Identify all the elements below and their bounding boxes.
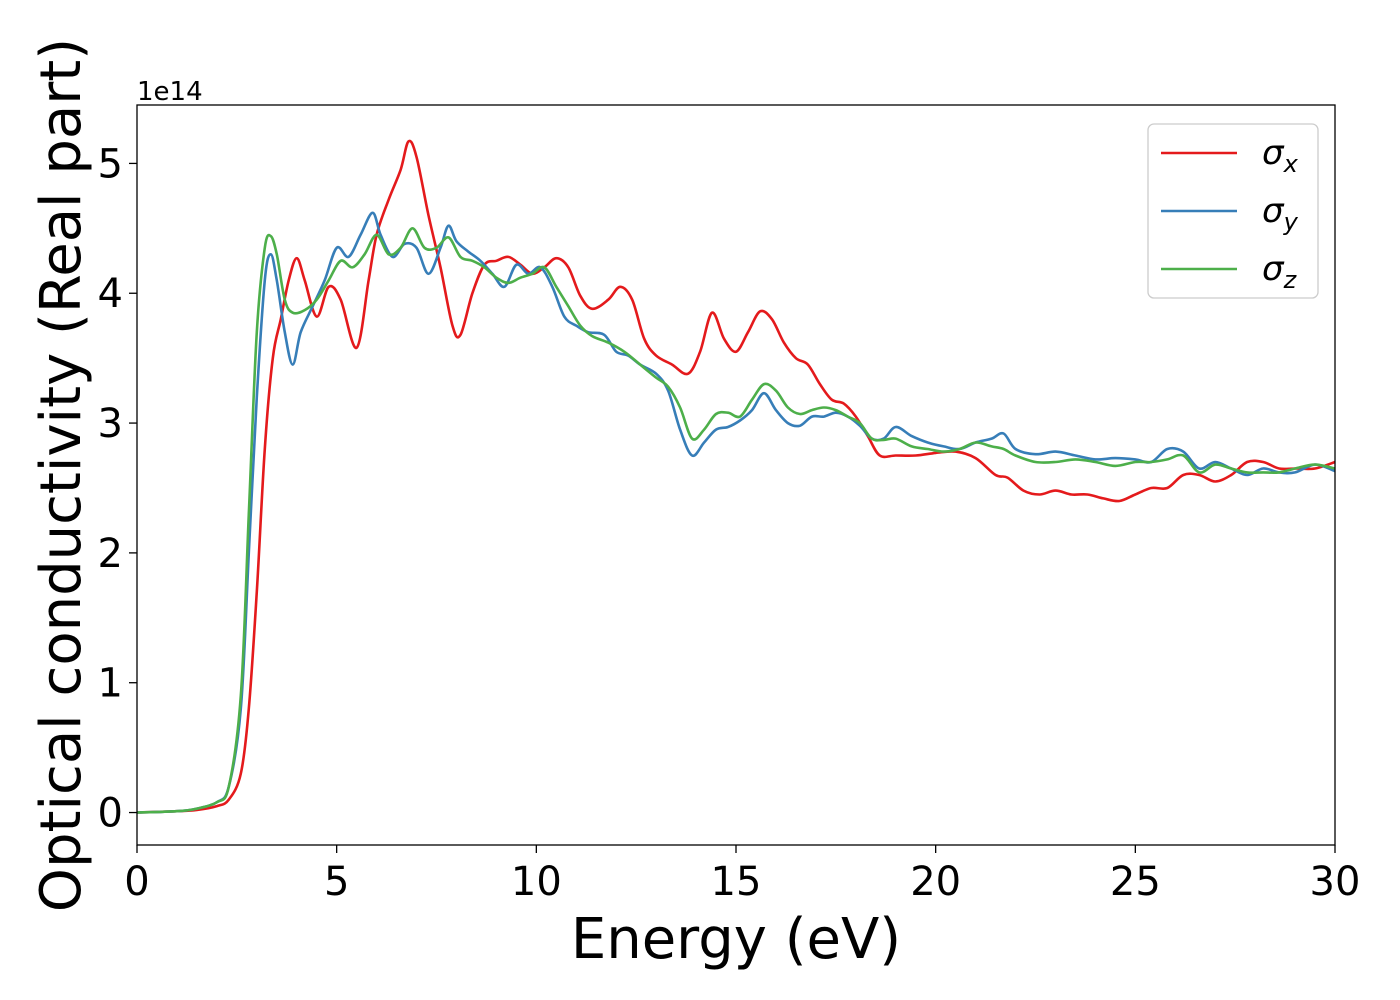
x-tick-label: 10 — [511, 859, 562, 905]
series-line-3 — [136, 227, 1336, 814]
legend-label-2: σy — [1262, 191, 1299, 236]
series-layer — [136, 139, 1336, 814]
legend: σx σy σz — [1147, 123, 1319, 299]
y-axis-ticks: 0 1 2 3 4 5 — [98, 141, 137, 837]
legend-label-3: σz — [1262, 249, 1298, 294]
series-line-2 — [136, 211, 1336, 814]
y-tick-label: 4 — [98, 271, 123, 317]
x-tick-label: 0 — [124, 859, 149, 905]
y-tick-label: 3 — [98, 401, 123, 447]
y-axis-title: Optical conductivity (Real part) — [29, 38, 94, 912]
x-tick-label: 20 — [910, 859, 961, 905]
y-tick-label: 2 — [98, 531, 123, 577]
y-tick-label: 0 — [98, 791, 123, 837]
plot-area — [137, 105, 1335, 845]
x-tick-label: 5 — [324, 859, 349, 905]
series-line-1 — [136, 139, 1336, 814]
x-axis-title: Energy (eV) — [571, 907, 901, 972]
x-tick-label: 25 — [1110, 859, 1161, 905]
legend-label-1: σx — [1262, 133, 1299, 178]
y-offset-label: 1e14 — [137, 77, 203, 107]
y-tick-label: 1 — [98, 661, 123, 707]
x-axis-ticks: 0 5 10 15 20 25 30 — [124, 845, 1360, 905]
x-tick-label: 15 — [711, 859, 762, 905]
x-tick-label: 30 — [1310, 859, 1361, 905]
y-tick-label: 5 — [98, 141, 123, 187]
